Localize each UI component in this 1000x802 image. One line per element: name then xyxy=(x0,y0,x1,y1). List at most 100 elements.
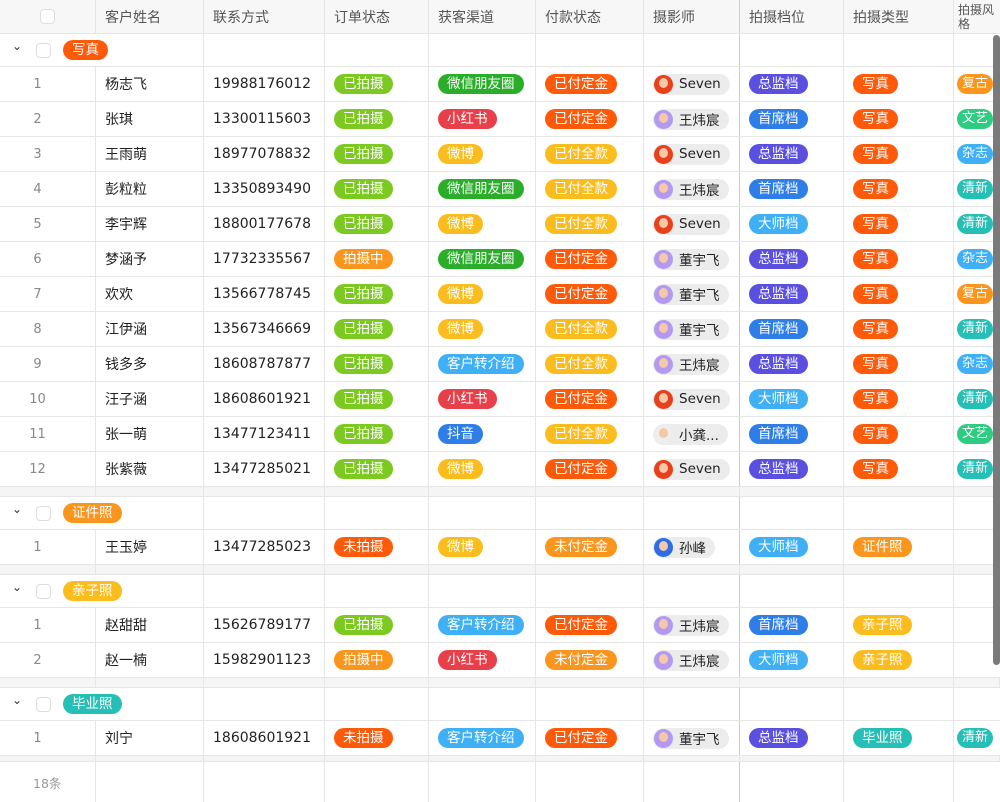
channel-cell[interactable]: 微博 xyxy=(429,452,536,486)
channel-cell[interactable]: 微信朋友圈 xyxy=(429,67,536,101)
table-row[interactable]: 1 王玉婷 13477285023 未拍摄 微博 未付定金 孙峰 大师档 证件照 xyxy=(0,530,1000,565)
order-status-cell[interactable]: 已拍摄 xyxy=(325,67,429,101)
order-status-cell[interactable]: 已拍摄 xyxy=(325,417,429,451)
photographer-cell[interactable]: Seven xyxy=(644,207,740,241)
shoot-type-cell[interactable]: 写真 xyxy=(844,207,954,241)
column-header-photographer[interactable]: 摄影师 xyxy=(644,0,740,33)
photographer-cell[interactable]: 小龚... xyxy=(644,417,740,451)
photographer-cell[interactable]: Seven xyxy=(644,137,740,171)
channel-cell[interactable]: 小红书 xyxy=(429,382,536,416)
order-status-cell[interactable]: 已拍摄 xyxy=(325,312,429,346)
table-row[interactable]: 4 彭粒粒 13350893490 已拍摄 微信朋友圈 已付全款 王炜宸 首席档 写真 清新 xyxy=(0,172,1000,207)
payment-status-cell[interactable]: 已付定金 xyxy=(536,67,644,101)
photographer-cell[interactable]: 王炜宸 xyxy=(644,608,740,642)
order-status-cell[interactable]: 未拍摄 xyxy=(325,721,429,755)
payment-status-cell[interactable]: 未付定金 xyxy=(536,530,644,564)
payment-status-cell[interactable]: 已付定金 xyxy=(536,242,644,276)
table-row[interactable]: 2 赵一楠 15982901123 拍摄中 小红书 未付定金 王炜宸 大师档 亲子照 xyxy=(0,643,1000,678)
style-cell[interactable]: 杂志 xyxy=(954,137,1000,171)
chevron-down-icon[interactable]: ⌄ xyxy=(12,693,23,707)
channel-cell[interactable]: 微信朋友圈 xyxy=(429,172,536,206)
order-status-cell[interactable]: 拍摄中 xyxy=(325,643,429,677)
table-row[interactable]: 6 梦涵予 17732335567 拍摄中 微信朋友圈 已付定金 董宇飞 总监档 写真 杂志 xyxy=(0,242,1000,277)
photographer-cell[interactable]: 董宇飞 xyxy=(644,242,740,276)
tier-cell[interactable]: 首席档 xyxy=(740,172,844,206)
channel-cell[interactable]: 抖音 xyxy=(429,417,536,451)
group-checkbox[interactable] xyxy=(36,696,51,712)
style-cell[interactable]: 清新 xyxy=(954,207,1000,241)
order-status-cell[interactable]: 已拍摄 xyxy=(325,172,429,206)
column-header-channel[interactable]: 获客渠道 xyxy=(429,0,536,33)
tier-cell[interactable]: 大师档 xyxy=(740,643,844,677)
tier-cell[interactable]: 总监档 xyxy=(740,242,844,276)
order-status-cell[interactable]: 已拍摄 xyxy=(325,207,429,241)
photographer-cell[interactable]: 董宇飞 xyxy=(644,277,740,311)
photographer-cell[interactable]: 王炜宸 xyxy=(644,102,740,136)
payment-status-cell[interactable]: 已付全款 xyxy=(536,417,644,451)
payment-status-cell[interactable]: 已付定金 xyxy=(536,608,644,642)
style-cell[interactable]: 清新 xyxy=(954,721,1000,755)
payment-status-cell[interactable]: 已付定金 xyxy=(536,452,644,486)
column-header-phone[interactable]: 联系方式 xyxy=(204,0,325,33)
style-cell[interactable]: 文艺 xyxy=(954,417,1000,451)
payment-status-cell[interactable]: 已付定金 xyxy=(536,721,644,755)
style-cell[interactable]: 清新 xyxy=(954,452,1000,486)
table-row[interactable]: 7 欢欢 13566778745 已拍摄 微博 已付定金 董宇飞 总监档 写真 复古 xyxy=(0,277,1000,312)
shoot-type-cell[interactable]: 亲子照 xyxy=(844,608,954,642)
shoot-type-cell[interactable]: 亲子照 xyxy=(844,643,954,677)
vertical-scrollbar[interactable] xyxy=(993,35,1000,665)
order-status-cell[interactable]: 已拍摄 xyxy=(325,102,429,136)
channel-cell[interactable]: 客户转介绍 xyxy=(429,608,536,642)
channel-cell[interactable]: 客户转介绍 xyxy=(429,721,536,755)
shoot-type-cell[interactable]: 写真 xyxy=(844,102,954,136)
photographer-cell[interactable]: 董宇飞 xyxy=(644,721,740,755)
chevron-down-icon[interactable]: ⌄ xyxy=(12,580,23,594)
photographer-cell[interactable]: 董宇飞 xyxy=(644,312,740,346)
table-row[interactable]: 1 杨志飞 19988176012 已拍摄 微信朋友圈 已付定金 Seven 总监档 写真 复古 xyxy=(0,67,1000,102)
channel-cell[interactable]: 微博 xyxy=(429,137,536,171)
photographer-cell[interactable]: Seven xyxy=(644,67,740,101)
column-header-payment-status[interactable]: 付款状态 xyxy=(536,0,644,33)
photographer-cell[interactable]: 王炜宸 xyxy=(644,347,740,381)
table-row[interactable]: 3 王雨萌 18977078832 已拍摄 微博 已付全款 Seven 总监档 写真 杂志 xyxy=(0,137,1000,172)
order-status-cell[interactable]: 已拍摄 xyxy=(325,452,429,486)
column-header-order-status[interactable]: 订单状态 xyxy=(325,0,429,33)
column-header-shoot-type[interactable]: 拍摄类型 xyxy=(844,0,954,33)
payment-status-cell[interactable]: 已付全款 xyxy=(536,312,644,346)
column-header-tier[interactable]: 拍摄档位 xyxy=(740,0,844,33)
table-row[interactable]: 5 李宇辉 18800177678 已拍摄 微博 已付全款 Seven 大师档 写真 清新 xyxy=(0,207,1000,242)
payment-status-cell[interactable]: 已付全款 xyxy=(536,207,644,241)
group-checkbox[interactable] xyxy=(36,42,51,58)
select-all-checkbox[interactable] xyxy=(40,9,55,24)
style-cell[interactable]: 清新 xyxy=(954,312,1000,346)
channel-cell[interactable]: 微博 xyxy=(429,277,536,311)
shoot-type-cell[interactable]: 写真 xyxy=(844,347,954,381)
chevron-down-icon[interactable]: ⌄ xyxy=(12,502,23,516)
order-status-cell[interactable]: 拍摄中 xyxy=(325,242,429,276)
chevron-down-icon[interactable]: ⌄ xyxy=(12,39,23,53)
tier-cell[interactable]: 大师档 xyxy=(740,207,844,241)
order-status-cell[interactable]: 未拍摄 xyxy=(325,530,429,564)
shoot-type-cell[interactable]: 写真 xyxy=(844,382,954,416)
payment-status-cell[interactable]: 已付全款 xyxy=(536,172,644,206)
shoot-type-cell[interactable]: 证件照 xyxy=(844,530,954,564)
column-header-name[interactable]: 客户姓名 xyxy=(96,0,204,33)
table-row[interactable]: 8 江伊涵 13567346669 已拍摄 微博 已付全款 董宇飞 首席档 写真 清新 xyxy=(0,312,1000,347)
channel-cell[interactable]: 微博 xyxy=(429,530,536,564)
shoot-type-cell[interactable]: 写真 xyxy=(844,312,954,346)
tier-cell[interactable]: 总监档 xyxy=(740,137,844,171)
table-row[interactable]: 11 张一萌 13477123411 已拍摄 抖音 已付全款 小龚... 首席档 写真 文艺 xyxy=(0,417,1000,452)
shoot-type-cell[interactable]: 写真 xyxy=(844,452,954,486)
channel-cell[interactable]: 小红书 xyxy=(429,643,536,677)
payment-status-cell[interactable]: 已付定金 xyxy=(536,382,644,416)
tier-cell[interactable]: 首席档 xyxy=(740,102,844,136)
shoot-type-cell[interactable]: 写真 xyxy=(844,277,954,311)
channel-cell[interactable]: 微博 xyxy=(429,207,536,241)
style-cell[interactable]: 复古 xyxy=(954,67,1000,101)
tier-cell[interactable]: 首席档 xyxy=(740,608,844,642)
shoot-type-cell[interactable]: 写真 xyxy=(844,172,954,206)
tier-cell[interactable]: 首席档 xyxy=(740,312,844,346)
table-row[interactable]: 12 张紫薇 13477285021 已拍摄 微博 已付定金 Seven 总监档 写真 清新 xyxy=(0,452,1000,487)
tier-cell[interactable]: 大师档 xyxy=(740,530,844,564)
style-cell[interactable]: 复古 xyxy=(954,277,1000,311)
